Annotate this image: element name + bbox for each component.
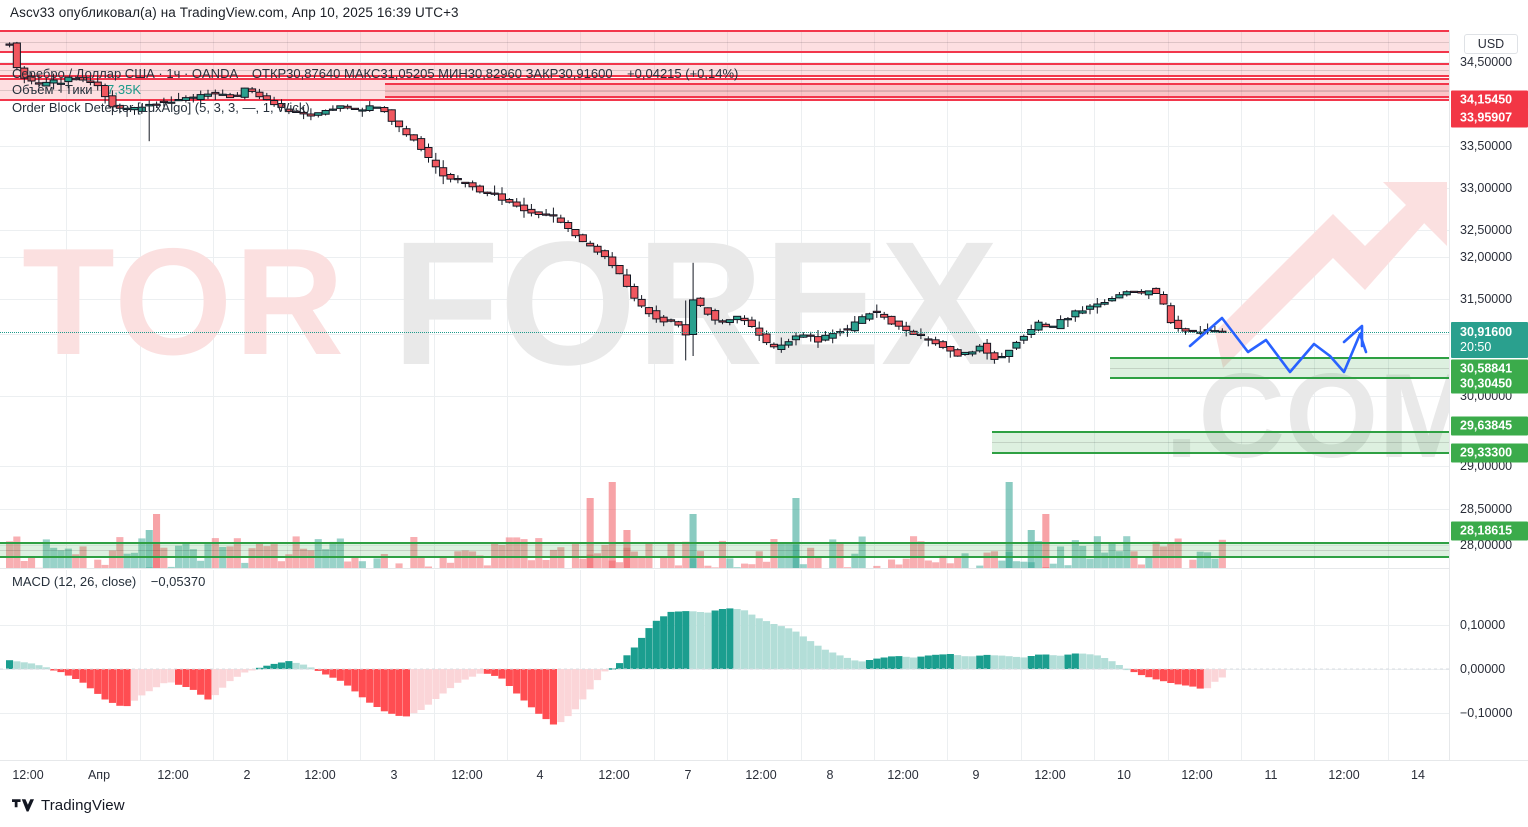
- macd-tick: −0,10000: [1460, 706, 1513, 720]
- time-tick: 8: [826, 768, 834, 782]
- grid-line-v: [1168, 570, 1169, 760]
- price-tick: 32,50000: [1460, 223, 1513, 237]
- grid-line-h: [0, 146, 1449, 147]
- grid-line-h: [0, 545, 1449, 546]
- time-tick: 12:00: [12, 768, 44, 782]
- price-tick: 34,50000: [1460, 55, 1513, 69]
- time-tick: 12:00: [451, 768, 483, 782]
- grid-line-h: [0, 396, 1449, 397]
- time-tick: 12:00: [887, 768, 919, 782]
- order-block-bullish: [0, 542, 1449, 558]
- macd-histogram: [0, 608, 1449, 725]
- price-badge: 29,33300: [1451, 443, 1528, 463]
- grid-line-v: [140, 570, 141, 760]
- legend-volume-label: Объём · Тики: [12, 82, 93, 97]
- time-tick: 3: [390, 768, 398, 782]
- time-tick: 7: [684, 768, 692, 782]
- grid-line-v: [1314, 570, 1315, 760]
- grid-line-h: [0, 257, 1449, 258]
- price-badge-current: 30,91600 20:50: [1451, 322, 1528, 358]
- time-tick: 9: [972, 768, 980, 782]
- legend-indicator-row[interactable]: Order Block Detector [LuxAlgo] (5, 3, 3,…: [12, 100, 310, 115]
- time-tick: 12:00: [598, 768, 630, 782]
- price-tick: 28,00000: [1460, 538, 1513, 552]
- legend-symbol-row[interactable]: Серебро / Доллар США · 1ч · OANDA ОТКР30…: [12, 66, 738, 81]
- price-badge: 29,63845: [1451, 416, 1528, 436]
- published-by-line: Ascv33 опубликовал(а) на TradingView.com…: [10, 5, 459, 20]
- grid-line-h: [0, 299, 1449, 300]
- price-axis[interactable]: USD 34,50000 33,50000 33,00000 32,50000 32,0…: [1449, 30, 1528, 760]
- grid-line-v: [360, 570, 361, 760]
- grid-line-h: [0, 509, 1449, 510]
- time-tick: 12:00: [1034, 768, 1066, 782]
- price-badge: 33,95907: [1451, 108, 1528, 128]
- grid-line-v: [1388, 570, 1389, 760]
- time-tick: 12:00: [745, 768, 777, 782]
- price-badge: 34,15450: [1451, 90, 1528, 110]
- current-price-line: [0, 332, 1449, 334]
- price-tick: 28,50000: [1460, 502, 1513, 516]
- price-badge: 30,30450: [1451, 374, 1528, 394]
- macd-tick: 0,10000: [1460, 618, 1506, 632]
- legend-volume-row[interactable]: Объём · Тики 7,35K: [12, 82, 141, 97]
- legend-macd-label: MACD (12, 26, close): [12, 574, 137, 589]
- grid-line-h: [0, 466, 1449, 467]
- time-tick: 14: [1411, 768, 1425, 782]
- grid-line-v: [1241, 570, 1242, 760]
- grid-line-v: [66, 570, 67, 760]
- macd-pane[interactable]: [0, 570, 1449, 760]
- legend-change: +0,04215 (+0,14%): [627, 66, 739, 81]
- price-badge: 28,18615: [1451, 521, 1528, 541]
- time-tick: 12:00: [157, 768, 189, 782]
- order-block-bearish: [0, 30, 1449, 54]
- grid-line-h: [0, 230, 1449, 231]
- price-tick: 33,00000: [1460, 181, 1513, 195]
- order-block-bearish: [385, 83, 1449, 99]
- legend-ohlc: ОТКР30,87640 МАКС31,05205 МИН30,82960 ЗА…: [251, 66, 613, 81]
- legend-symbol: Серебро / Доллар США · 1ч · OANDA: [12, 66, 238, 81]
- legend-indicator-name: Order Block Detector [LuxAlgo] (5, 3, 3,…: [12, 100, 310, 115]
- grid-line-v: [580, 570, 581, 760]
- time-tick: 2: [243, 768, 251, 782]
- price-tick: 32,00000: [1460, 250, 1513, 264]
- grid-line-v: [213, 570, 214, 760]
- macd-tick: 0,00000: [1460, 662, 1506, 676]
- grid-line-v: [434, 570, 435, 760]
- tradingview-mark-icon: [12, 798, 34, 811]
- time-axis[interactable]: 12:00 Апр 12:00 2 12:00 3 12:00 4 12:00 7 12:00 8 12…: [0, 760, 1528, 790]
- grid-line-v: [507, 570, 508, 760]
- time-tick: 11: [1264, 768, 1278, 782]
- time-tick: 12:00: [304, 768, 336, 782]
- price-tick: 33,50000: [1460, 139, 1513, 153]
- tradingview-wordmark: TradingView: [41, 797, 125, 814]
- candlestick-series: [5, 41, 1227, 364]
- footer-bar: [0, 790, 1528, 827]
- legend-macd-value: −0,05370: [150, 574, 206, 589]
- time-tick: Апр: [87, 768, 111, 782]
- time-tick: 4: [536, 768, 544, 782]
- pane-divider: [0, 568, 1528, 569]
- price-badge: 30,58841: [1451, 359, 1528, 379]
- grid-line-h: [0, 188, 1449, 189]
- time-tick: 10: [1117, 768, 1131, 782]
- legend-volume-value: 7,35K: [107, 82, 142, 97]
- price-pane[interactable]: TOR FOREX .COM Серебро / Доллар США · 1ч…: [0, 30, 1449, 568]
- price-tick: 29,00000: [1460, 459, 1513, 473]
- grid-line-h: [0, 669, 1449, 670]
- order-block-bearish: [0, 63, 1449, 77]
- price-tick: 31,50000: [1460, 292, 1513, 306]
- grid-line-h: [0, 334, 1449, 335]
- grid-line-h: [0, 62, 1449, 63]
- currency-badge[interactable]: USD: [1464, 34, 1518, 54]
- time-tick: 12:00: [1328, 768, 1360, 782]
- grid-line-h: [0, 713, 1449, 714]
- time-tick: 12:00: [1181, 768, 1213, 782]
- legend-macd-row[interactable]: MACD (12, 26, close) −0,05370: [12, 574, 205, 589]
- order-block-bullish: [992, 430, 1449, 455]
- tradingview-logo[interactable]: TradingView: [12, 797, 125, 814]
